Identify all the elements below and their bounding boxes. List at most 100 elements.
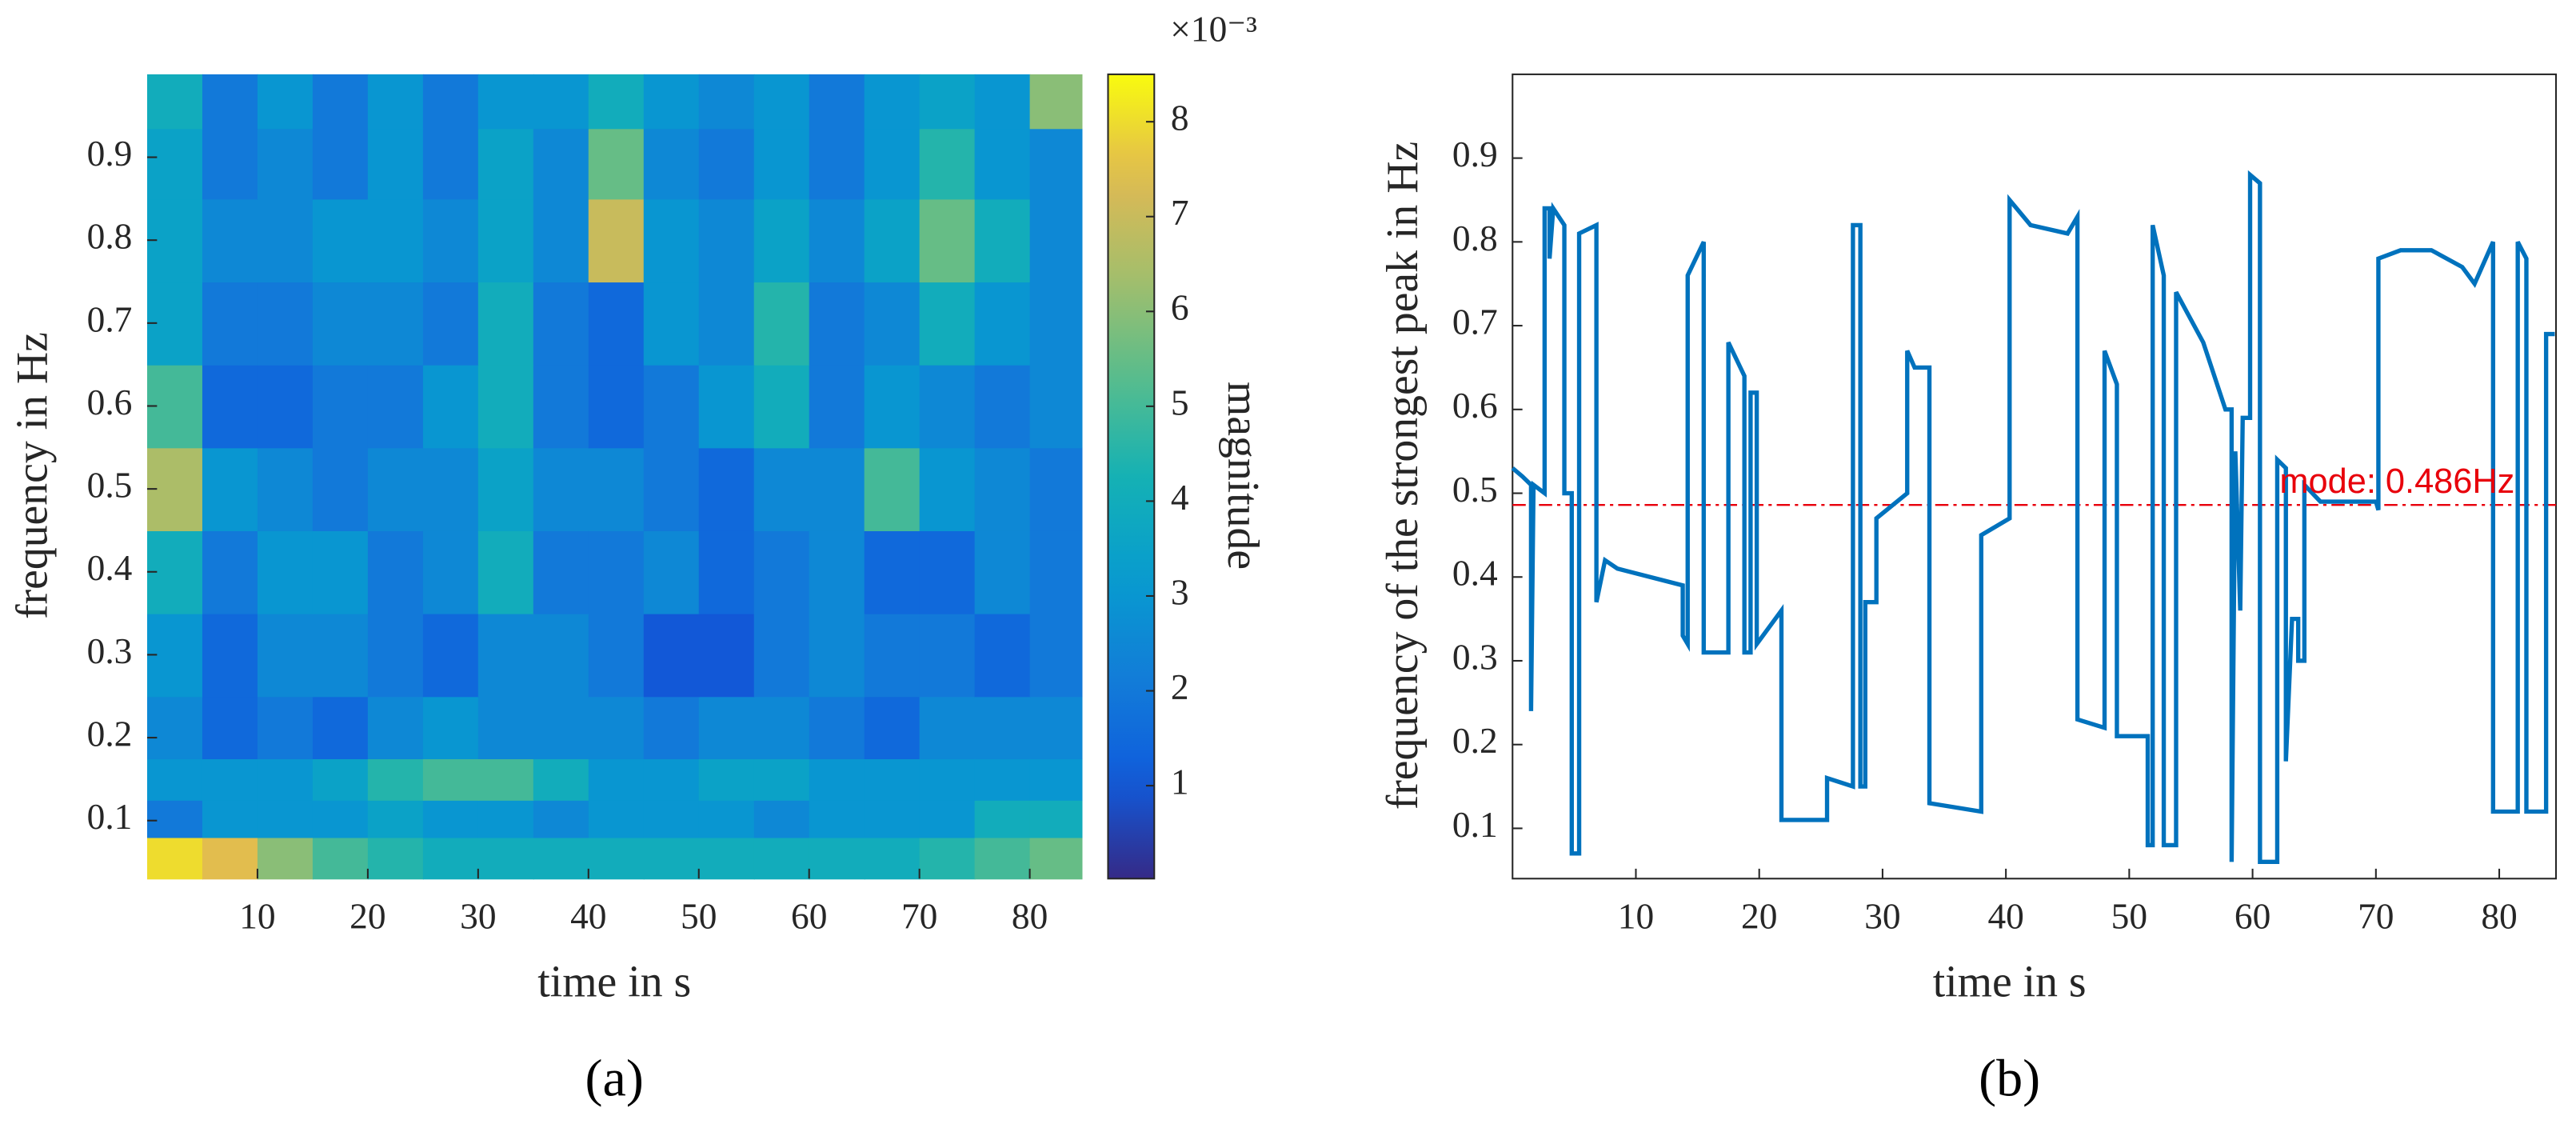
heatmap-cell (202, 74, 258, 130)
heatmap-cell (257, 758, 314, 801)
y-tick-label: 0.5 (1452, 470, 1498, 510)
heatmap-cell (367, 447, 424, 531)
heatmap-cell (533, 74, 589, 130)
heatmap-cell (257, 128, 314, 200)
heatmap-cell (864, 282, 921, 366)
x-tick-label: 30 (460, 896, 496, 936)
heatmap-cell (367, 530, 424, 614)
heatmap-cell (809, 282, 865, 366)
colorbar-tick-label: 2 (1171, 667, 1189, 707)
heatmap-cell (919, 198, 976, 283)
heatmap-cell (1029, 758, 1083, 801)
heatmap-cell (643, 198, 700, 283)
heatmap-cell (477, 696, 534, 760)
heatmap-cell (974, 613, 1031, 698)
heatmap-cell (643, 447, 700, 531)
heatmap-cell (422, 613, 479, 698)
y-tick-label: 0.9 (1452, 134, 1498, 174)
heatmap-cell (919, 282, 976, 366)
subfigure-label: (a) (585, 1049, 644, 1107)
heatmap-cell (643, 128, 700, 200)
heatmap-cell (588, 128, 645, 200)
heatmap-cell (367, 799, 424, 838)
heatmap-cell (864, 758, 921, 801)
heatmap-cell (1029, 799, 1083, 838)
heatmap-cell (809, 198, 865, 283)
heatmap-cell (202, 530, 258, 614)
heatmap-cell (202, 198, 258, 283)
heatmap-cell (257, 530, 314, 614)
heatmap-cell (146, 74, 203, 130)
heatmap-cell (533, 696, 589, 760)
colorbar-exponent: ×10⁻³ (1170, 10, 1257, 50)
heatmap-cell (533, 837, 589, 880)
heatmap-cell (864, 128, 921, 200)
heatmap-cell (809, 128, 865, 200)
heatmap-cell (809, 837, 865, 880)
heatmap-cell (698, 364, 755, 449)
heatmap-cell (698, 799, 755, 838)
heatmap-cell (698, 282, 755, 366)
heatmap-cell (422, 696, 479, 760)
heatmap-cell (864, 364, 921, 449)
axes-box (1512, 73, 2558, 880)
heatmap-cell (422, 198, 479, 283)
reference-label: mode: 0.486Hz (2279, 462, 2514, 501)
heatmap-cell (367, 198, 424, 283)
colorbar-tick-label: 8 (1171, 98, 1189, 138)
x-tick-label: 50 (2111, 896, 2147, 936)
y-tick-label: 0.4 (87, 548, 133, 588)
heatmap-cell (753, 696, 810, 760)
y-tick-label: 0.7 (87, 299, 133, 339)
heatmap-cell (312, 198, 369, 283)
heatmap-cell (588, 799, 645, 838)
heatmap-cell (864, 447, 921, 531)
heatmap-cell (643, 282, 700, 366)
x-tick-label: 30 (1864, 896, 1900, 936)
x-tick-label: 60 (791, 896, 827, 936)
heatmap-cell (588, 696, 645, 760)
heatmap-cell (588, 198, 645, 283)
heatmap-cell (202, 696, 258, 760)
heatmap-cell (588, 447, 645, 531)
heatmap-cell (477, 198, 534, 283)
heatmap-cell (753, 837, 810, 880)
heatmap-cell (809, 799, 865, 838)
heatmap-cell (753, 447, 810, 531)
heatmap-cell (257, 799, 314, 838)
x-tick-label: 40 (1987, 896, 2023, 936)
heatmap-cell (146, 837, 203, 880)
heatmap-cell (202, 837, 258, 880)
y-tick-label: 0.6 (1452, 386, 1498, 426)
heatmap-cell (367, 74, 424, 130)
x-tick-label: 80 (2481, 896, 2517, 936)
y-tick-label: 0.8 (1452, 218, 1498, 258)
y-tick-label: 0.5 (87, 466, 133, 506)
heatmap-cell (753, 799, 810, 838)
y-tick-label: 0.9 (87, 134, 133, 174)
y-tick-label: 0.1 (87, 797, 133, 837)
heatmap-cell (753, 613, 810, 698)
x-tick-label: 80 (1012, 896, 1048, 936)
colorbar-tick-label: 6 (1171, 288, 1189, 328)
y-tick-label: 0.2 (87, 714, 133, 754)
heatmap-cell (643, 758, 700, 801)
subfigure-label: (b) (1979, 1049, 2040, 1107)
heatmap-cell (698, 758, 755, 801)
heatmap-cell (533, 447, 589, 531)
heatmap-cell (753, 758, 810, 801)
heatmap-cell (202, 758, 258, 801)
heatmap-cell (919, 613, 976, 698)
heatmap-cell (533, 282, 589, 366)
heatmap-cell (312, 128, 369, 200)
heatmap-cell (974, 799, 1031, 838)
heatmap-cell (257, 696, 314, 760)
heatmap-cell (257, 837, 314, 880)
heatmap-cell (312, 799, 369, 838)
heatmap-cell (146, 128, 203, 200)
heatmap-cell (974, 74, 1031, 130)
heatmap-cell (477, 364, 534, 449)
heatmap-cell (312, 364, 369, 449)
heatmap-cell (422, 758, 479, 801)
heatmap-cell (312, 758, 369, 801)
